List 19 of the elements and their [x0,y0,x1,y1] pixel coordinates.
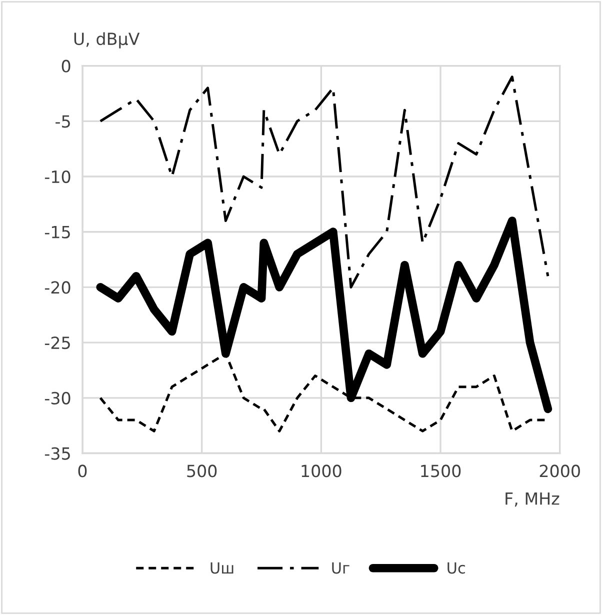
x-axis-title: F, MHz [506,492,560,507]
line-series [99,76,550,288]
y-tick-label: 0 [62,60,70,72]
y-tick-label: -35 [44,447,70,460]
legend-label: Uг [332,562,350,574]
y-tick-label: -25 [44,336,70,350]
y-axis-title: U, dBμV [74,32,140,48]
x-tick-label: 0 [78,464,87,478]
x-tick-label: 1000 [302,464,342,478]
x-tick-label: 2000 [540,464,580,478]
x-tick-label: 1500 [421,464,461,478]
y-tick-label: -20 [44,281,70,294]
y-tick-label: -30 [44,392,70,404]
y-tick-label: -10 [44,170,70,184]
x-tick-label: 500 [187,464,217,478]
y-tick-label: -5 [56,115,70,128]
legend-label: Uc [448,562,465,574]
y-tick-label: -15 [44,226,70,238]
legend-label: Uш [210,562,234,574]
